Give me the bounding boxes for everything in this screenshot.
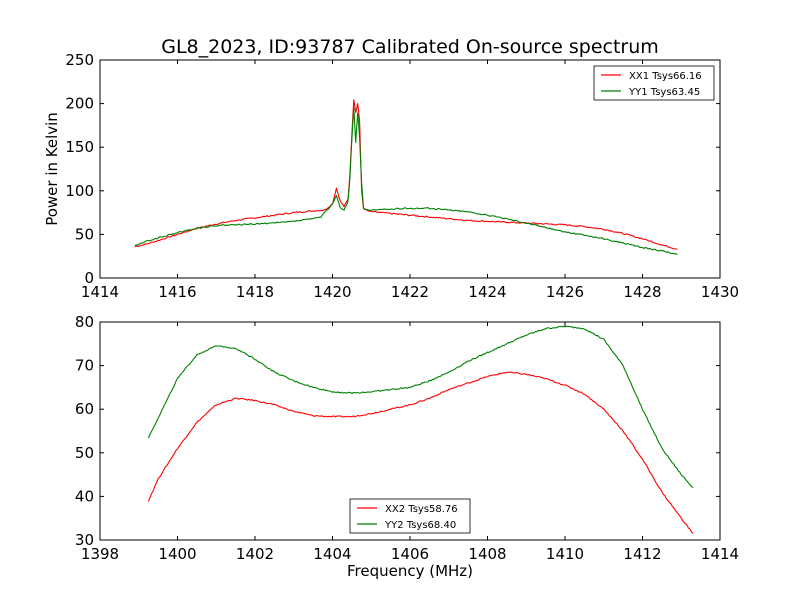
x-tick-label: 1422 xyxy=(391,283,429,301)
x-tick-label: 1420 xyxy=(313,283,351,301)
y-tick-label: 60 xyxy=(75,400,94,418)
y-tick-label: 80 xyxy=(75,313,94,331)
x-tick-label: 1424 xyxy=(468,283,506,301)
y-tick-label: 70 xyxy=(75,357,94,375)
series-line-xx1 xyxy=(134,99,678,250)
y-tick-label: 200 xyxy=(65,95,94,113)
x-tick-label: 1430 xyxy=(701,283,739,301)
y-axis-label: Power in Kelvin xyxy=(43,112,61,226)
legend-label: YY1 Tsys63.45 xyxy=(628,87,700,98)
legend-box xyxy=(349,498,471,534)
x-tick-label: 1400 xyxy=(158,545,196,563)
y-tick-label: 250 xyxy=(65,51,94,69)
x-tick-label: 1398 xyxy=(81,545,119,563)
top-panel: 1414 1416 1418 1420 1422 1424 1426 1428 1430 0 50 1… xyxy=(65,51,739,301)
x-tick-label: 1404 xyxy=(313,545,351,563)
y-tick-label: 150 xyxy=(65,138,94,156)
x-tick-label: 1410 xyxy=(546,545,584,563)
x-tick-label: 1408 xyxy=(468,545,506,563)
chart-title: GL8_2023, ID:93787 Calibrated On-source … xyxy=(161,36,659,58)
y-tick-label: 30 xyxy=(75,531,94,549)
x-tick-label: 1412 xyxy=(623,545,661,563)
x-tick-label: 1428 xyxy=(623,283,661,301)
legend-box xyxy=(593,65,715,101)
bottom-panel: 1398 1400 1402 1404 1406 1408 1410 1412 1414 30 40… xyxy=(75,313,739,563)
x-tick-label: 1402 xyxy=(236,545,274,563)
x-tick-label: 1414 xyxy=(81,283,119,301)
legend-label: XX2 Tsys58.76 xyxy=(385,504,458,515)
y-tick-label: 50 xyxy=(75,444,94,462)
series-line-xx2 xyxy=(147,371,694,534)
x-tick-label: 1426 xyxy=(546,283,584,301)
x-tick-label: 1414 xyxy=(701,545,739,563)
x-tick-label: 1418 xyxy=(236,283,274,301)
y-tick-label: 0 xyxy=(84,269,94,287)
series-line-yy1 xyxy=(134,107,678,255)
x-axis-label: Frequency (MHz) xyxy=(347,562,473,580)
y-tick-label: 40 xyxy=(75,487,94,505)
legend-label: YY2 Tsys68.40 xyxy=(384,520,456,531)
legend-label: XX1 Tsys66.16 xyxy=(629,71,702,82)
y-tick-label: 50 xyxy=(75,225,94,243)
x-tick-label: 1416 xyxy=(158,283,196,301)
x-tick-label: 1406 xyxy=(391,545,429,563)
y-tick-label: 100 xyxy=(65,182,94,200)
series-line-yy2 xyxy=(147,325,694,489)
